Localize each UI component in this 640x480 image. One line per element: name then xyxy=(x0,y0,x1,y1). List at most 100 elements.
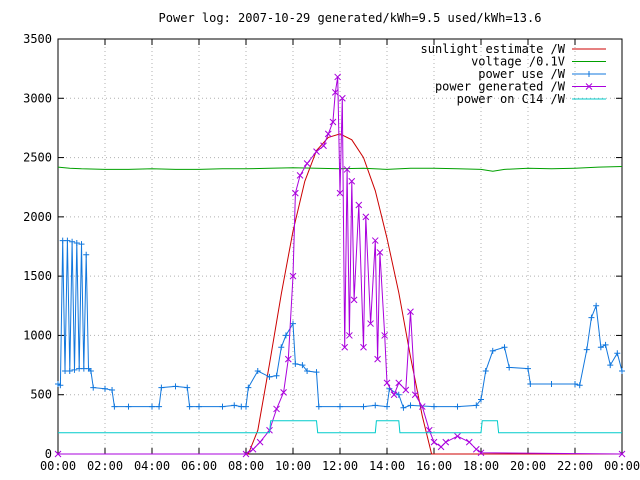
data-point xyxy=(402,386,410,394)
data-point xyxy=(196,403,202,410)
data-point xyxy=(442,438,450,446)
data-point xyxy=(284,355,292,363)
series-line xyxy=(58,420,622,434)
data-point xyxy=(249,445,257,453)
data-point xyxy=(411,391,419,399)
data-point xyxy=(313,148,320,155)
data-point xyxy=(367,320,374,327)
data-point xyxy=(109,386,116,393)
data-point xyxy=(602,341,609,348)
data-point xyxy=(372,402,379,409)
data-point xyxy=(465,438,473,446)
data-point xyxy=(278,344,285,351)
data-point xyxy=(597,344,604,351)
y-tick-label: 2500 xyxy=(23,151,52,165)
data-point xyxy=(184,384,191,391)
data-point xyxy=(343,166,351,173)
x-tick-label: 10:00 xyxy=(275,459,311,473)
data-point xyxy=(69,238,76,245)
data-point xyxy=(273,372,280,379)
data-point xyxy=(506,364,513,371)
data-point xyxy=(395,379,403,387)
data-point xyxy=(576,382,583,389)
data-point xyxy=(430,438,438,446)
data-point xyxy=(619,368,625,374)
data-point xyxy=(376,249,384,256)
series-sunlight-estimate-w xyxy=(58,133,622,455)
data-point xyxy=(329,118,337,126)
data-point xyxy=(54,450,62,458)
x-tick-label: 08:00 xyxy=(228,459,264,473)
data-point xyxy=(304,368,311,374)
legend-label: sunlight estimate /W xyxy=(421,42,566,56)
data-point xyxy=(336,189,344,197)
data-point xyxy=(593,302,600,309)
data-point xyxy=(156,403,163,410)
data-point xyxy=(407,402,414,409)
data-point xyxy=(400,404,407,411)
data-point xyxy=(282,332,289,339)
data-point xyxy=(478,396,484,403)
data-point xyxy=(360,403,367,410)
data-point xyxy=(337,403,343,410)
data-point xyxy=(381,332,389,339)
data-point xyxy=(341,343,349,351)
data-point xyxy=(125,403,132,410)
y-tick-label: 1500 xyxy=(23,269,52,283)
data-point xyxy=(355,201,363,209)
data-point xyxy=(383,379,391,387)
data-point xyxy=(243,403,249,410)
data-point xyxy=(66,368,73,374)
x-tick-label: 22:00 xyxy=(557,459,593,473)
series-power-use-w xyxy=(55,237,625,411)
data-point xyxy=(431,403,437,410)
x-tick-label: 16:00 xyxy=(416,459,452,473)
data-point xyxy=(83,251,90,258)
data-point xyxy=(186,403,193,410)
data-point xyxy=(219,403,226,410)
data-point xyxy=(338,94,346,102)
legend-marker xyxy=(586,71,592,77)
data-point xyxy=(73,239,80,246)
series-power-on-c14-w xyxy=(58,420,622,434)
data-point xyxy=(489,347,496,354)
data-point xyxy=(350,296,358,304)
data-point xyxy=(348,177,356,185)
y-tick-label: 0 xyxy=(45,447,52,461)
data-point xyxy=(242,450,250,458)
data-point xyxy=(172,383,179,390)
data-point xyxy=(454,432,461,440)
data-point xyxy=(324,130,332,138)
chart-title: Power log: 2007-10-29 generated/kWh=9.5 … xyxy=(159,11,542,25)
x-tick-label: 20:00 xyxy=(510,459,546,473)
data-point xyxy=(280,388,287,396)
data-point xyxy=(390,391,398,399)
legend-item-power-use-w: power use /W xyxy=(478,67,606,81)
data-point xyxy=(418,403,426,410)
data-point xyxy=(303,160,311,167)
x-tick-label: 06:00 xyxy=(181,459,217,473)
y-tick-label: 500 xyxy=(30,388,52,402)
data-point xyxy=(158,384,165,391)
data-point xyxy=(71,366,78,373)
series-line xyxy=(58,133,622,455)
data-point xyxy=(572,381,578,388)
y-tick-label: 2000 xyxy=(23,210,52,224)
legend-label: power generated /W xyxy=(435,80,566,94)
legend-label: power use /W xyxy=(478,67,565,81)
series-power-generated-w xyxy=(54,73,626,458)
data-point xyxy=(583,346,590,353)
data-point xyxy=(292,360,299,367)
data-point xyxy=(472,445,480,453)
series-layer xyxy=(54,73,626,458)
data-point xyxy=(482,368,489,374)
data-point xyxy=(618,450,626,458)
data-point xyxy=(256,438,264,446)
data-point xyxy=(290,320,296,327)
y-tick-label: 3000 xyxy=(23,91,52,105)
data-point xyxy=(299,362,306,369)
legend-label: voltage /0.1V xyxy=(471,55,565,69)
data-point xyxy=(320,142,327,150)
